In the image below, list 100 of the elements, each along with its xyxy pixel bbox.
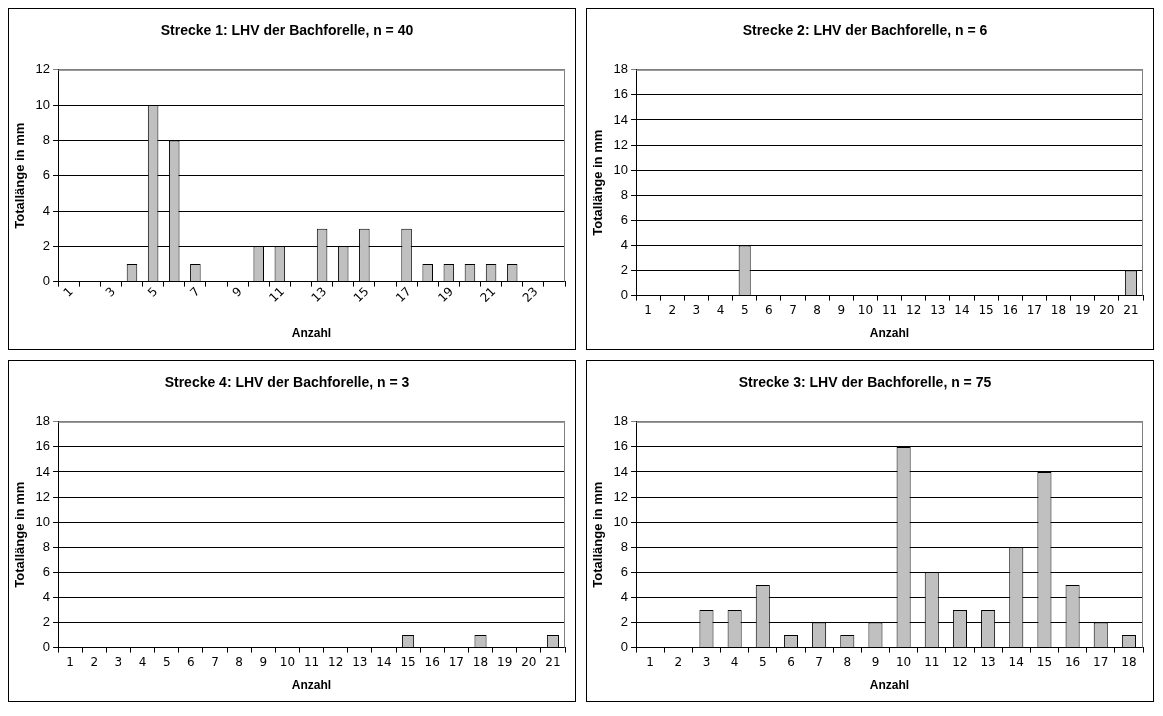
x-tick-label: 4 [138,654,147,669]
x-tick-label: 3 [702,654,711,669]
x-tick-label: 9 [837,302,846,317]
x-tick-label: 9 [229,284,245,300]
x-tick-label: 4 [730,654,739,669]
y-tick-label: 10 [35,96,51,112]
y-tick-label: 0 [620,287,629,303]
y-tick-label: 2 [620,614,629,630]
x-tick-label: 6 [765,302,773,317]
y-axis-title: Totallänge in mm [12,122,28,229]
x-tick-label: 13 [308,284,330,305]
x-tick-label: 20 [1099,302,1115,317]
x-tick-label: 14 [376,654,392,669]
x-tick-label: 2 [668,302,677,317]
y-axis-title: Totallänge in mm [590,129,606,236]
x-tick-label: 5 [758,654,767,669]
x-tick-label: 15 [400,654,416,669]
y-tick-label: 12 [35,488,51,504]
y-tick-label: 6 [620,563,629,579]
y-axis-title: Totallänge in mm [12,481,28,588]
x-tick-label: 7 [211,654,219,669]
y-tick-label: 6 [42,563,51,579]
x-tick-label: 3 [102,284,119,300]
x-tick-label: 9 [871,654,880,669]
y-tick-label: 12 [613,136,629,152]
x-tick-label: 19 [1075,302,1091,317]
x-tick-label: 8 [235,654,243,669]
y-tick-label: 4 [42,202,51,218]
x-axis-title: Anzahl [869,326,910,341]
x-axis-title: Anzahl [869,678,910,693]
y-tick-label: 10 [613,513,629,529]
y-tick-label: 18 [613,413,629,429]
x-tick-label: 7 [187,284,203,300]
x-tick-label: 15 [1036,654,1053,669]
x-tick-label: 20 [521,654,537,669]
x-tick-label: 5 [740,302,749,317]
x-tick-label: 6 [187,654,195,669]
x-axis-title: Anzahl [291,678,332,693]
x-tick-label: 14 [954,302,970,317]
x-tick-label: 4 [716,302,725,317]
y-tick-label: 10 [613,161,629,177]
x-tick-label: 15 [350,284,372,305]
y-tick-label: 12 [35,61,51,77]
x-tick-label: 23 [519,284,541,305]
x-tick-label: 6 [787,654,795,669]
y-tick-label: 8 [42,538,51,554]
x-tick-label: 13 [980,654,996,669]
x-tick-label: 2 [90,654,99,669]
x-tick-label: 8 [813,302,821,317]
y-tick-label: 2 [42,614,51,630]
x-tick-label: 1 [60,284,76,300]
y-tick-label: 2 [42,237,51,253]
chart-title: Strecke 4: LHV der Bachforelle, n = 3 [164,374,410,391]
x-tick-label: 14 [1008,654,1024,669]
x-tick-label: 5 [162,654,171,669]
x-tick-label: 19 [435,284,456,305]
x-tick-label: 3 [692,302,701,317]
x-tick-label: 21 [477,284,499,305]
chart-title: Strecke 1: LHV der Bachforelle, n = 40 [160,22,414,39]
x-tick-label: 5 [144,284,161,300]
y-tick-label: 16 [35,438,51,454]
x-tick-label: 11 [266,284,288,305]
x-tick-label: 18 [1121,654,1137,669]
x-tick-label: 8 [843,654,852,669]
y-tick-label: 4 [620,589,629,604]
x-tick-label: 15 [978,302,994,317]
y-axis-title: Totallänge in mm [590,481,606,588]
x-tick-label: 1 [646,654,654,669]
y-tick-label: 4 [620,237,629,252]
x-tick-label: 10 [895,654,912,669]
x-tick-label: 18 [472,654,489,669]
y-tick-label: 2 [620,262,629,278]
y-tick-label: 0 [42,639,51,655]
y-tick-label: 6 [42,167,51,183]
x-tick-label: 21 [545,654,561,669]
x-tick-label: 10 [279,654,296,669]
x-tick-label: 16 [1064,654,1081,669]
x-tick-label: 17 [1026,302,1043,317]
x-tick-label: 11 [303,654,320,669]
x-tick-label: 21 [1123,302,1139,317]
chart-title: Strecke 3: LHV der Bachforelle, n = 75 [738,374,992,391]
y-tick-label: 14 [613,463,629,479]
x-tick-label: 17 [393,284,414,305]
y-tick-label: 0 [620,639,629,655]
y-tick-label: 18 [35,413,51,429]
x-tick-label: 17 [448,654,465,669]
x-tick-label: 11 [924,654,940,669]
y-tick-label: 16 [613,86,629,102]
y-tick-label: 16 [613,438,629,454]
x-tick-label: 10 [857,302,874,317]
y-tick-label: 14 [613,111,629,127]
y-tick-label: 18 [613,61,629,77]
y-tick-label: 0 [42,273,51,289]
y-tick-label: 14 [35,463,51,479]
x-tick-label: 12 [328,654,344,669]
x-tick-label: 17 [1093,654,1109,669]
x-tick-label: 9 [259,654,268,669]
y-tick-label: 4 [42,589,51,604]
y-tick-label: 8 [620,538,629,554]
x-tick-label: 1 [66,654,74,669]
